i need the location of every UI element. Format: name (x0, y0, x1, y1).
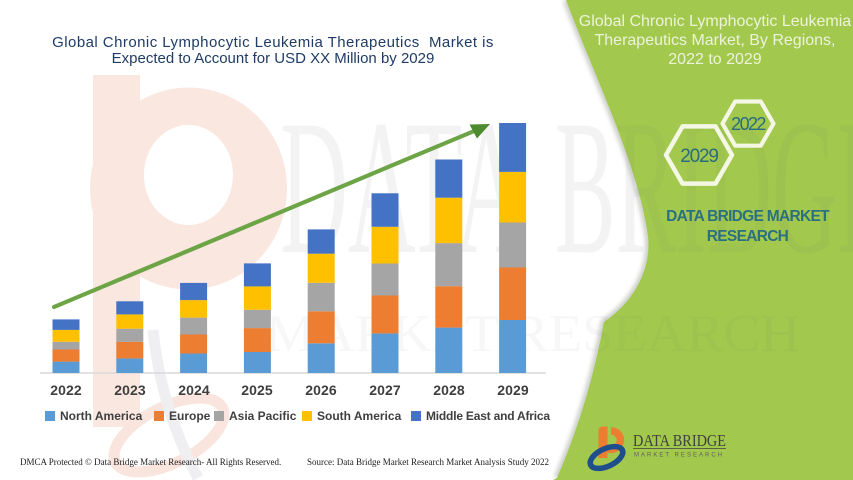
svg-text:DATA BRIDGE: DATA BRIDGE (633, 431, 726, 450)
svg-text:2029: 2029 (680, 146, 718, 167)
svg-text:MARKET RESEARCH: MARKET RESEARCH (634, 453, 722, 459)
svg-text:2022: 2022 (731, 114, 766, 134)
